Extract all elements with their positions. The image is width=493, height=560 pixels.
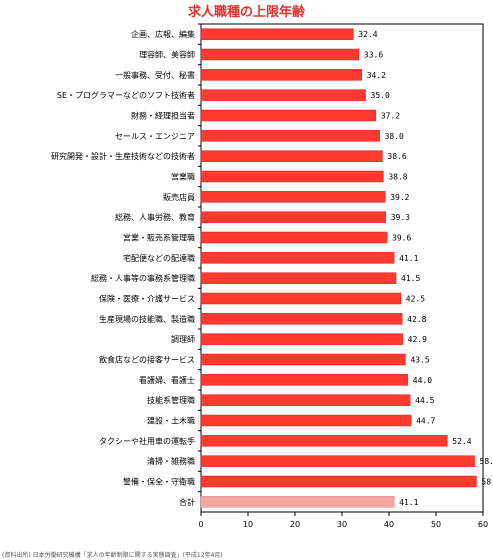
x-tick-label: 0 xyxy=(198,520,203,529)
bar xyxy=(200,414,412,427)
data-label: 41.1 xyxy=(399,498,418,507)
category-label: 清掃・雑務職 xyxy=(147,456,195,466)
bar xyxy=(200,48,360,61)
category-label: セールス・エンジニア xyxy=(115,132,195,141)
bar xyxy=(200,211,386,223)
bar xyxy=(200,435,448,447)
category-label: 営業・販売系管理職 xyxy=(123,233,195,243)
bar xyxy=(200,69,362,81)
data-label: 38.0 xyxy=(385,132,404,141)
category-label: 技能系管理職 xyxy=(147,395,195,405)
data-label: 44.5 xyxy=(415,396,434,405)
category-label: 理容師、美容師 xyxy=(139,50,195,60)
x-tick-label: 40 xyxy=(384,520,394,529)
data-label: 58.6 xyxy=(481,478,493,487)
bar xyxy=(200,150,383,162)
data-label: 44.0 xyxy=(413,376,432,385)
x-tick-label: 20 xyxy=(290,520,300,529)
data-label: 32.4 xyxy=(358,30,377,39)
bar xyxy=(200,170,384,183)
category-label: 看護婦、看護士 xyxy=(139,375,195,385)
data-label: 33.6 xyxy=(364,51,383,60)
data-label: 38.6 xyxy=(387,152,406,161)
category-label: 販売店員 xyxy=(163,192,195,202)
category-label: SE・プログラマーなどのソフト技術者 xyxy=(57,90,195,100)
category-label: 保険・医療・介護サービス xyxy=(99,294,195,304)
bar xyxy=(200,292,401,305)
bar-total xyxy=(200,496,395,508)
category-label: 総務、人事労務、教育 xyxy=(115,212,195,222)
bar xyxy=(200,394,411,406)
chart-title: 求人職種の上限年齢 xyxy=(187,5,305,20)
bar xyxy=(200,231,388,244)
data-label: 42.9 xyxy=(408,335,427,344)
data-label: 38.8 xyxy=(388,173,407,182)
data-label: 41.1 xyxy=(399,254,418,263)
bar xyxy=(200,191,386,203)
x-tick-label: 50 xyxy=(431,520,441,529)
bar xyxy=(200,28,354,40)
data-label: 42.5 xyxy=(406,295,425,304)
data-label: 37.2 xyxy=(381,112,400,121)
data-label: 52.4 xyxy=(452,437,471,446)
category-label: 営業職 xyxy=(171,172,195,182)
data-label: 39.2 xyxy=(390,193,409,202)
bar xyxy=(200,475,477,488)
data-label: 35.0 xyxy=(371,91,390,100)
bar xyxy=(200,353,406,366)
category-label: 警備・保全・守衛職 xyxy=(123,477,195,487)
data-label: 34.2 xyxy=(367,71,386,80)
category-label: 合計 xyxy=(179,497,195,507)
category-label: 建設・土木職 xyxy=(147,416,195,426)
category-label: 飲食店などの接客サービス xyxy=(99,355,195,365)
data-label: 39.3 xyxy=(391,213,410,222)
data-label: 42.8 xyxy=(407,315,426,324)
category-label: 一般事務、受付、秘書 xyxy=(115,70,195,80)
data-label: 41.5 xyxy=(401,274,420,283)
bar xyxy=(200,109,377,122)
category-label: 企画、広報、編集 xyxy=(131,29,195,39)
category-label: 総務・人事等の事務系管理職 xyxy=(91,273,195,283)
data-label: 39.6 xyxy=(392,234,411,243)
category-label: 生産現場の技能職、製造職 xyxy=(99,314,195,324)
x-tick-label: 30 xyxy=(337,520,347,529)
category-label: 研究開発・設計・生産技術などの技術者 xyxy=(51,151,195,161)
data-label: 44.7 xyxy=(416,417,435,426)
category-label: 宅配便などの配達職 xyxy=(123,253,195,263)
bar xyxy=(200,374,409,386)
bar xyxy=(200,130,380,142)
category-label: 調理師 xyxy=(171,334,195,344)
category-label: タクシーや社用車の運転手 xyxy=(99,436,195,446)
bar xyxy=(200,333,403,345)
bar xyxy=(200,313,403,325)
category-label: 財務・経理担当者 xyxy=(131,111,195,121)
x-tick-label: 10 xyxy=(243,520,253,529)
bar xyxy=(200,272,397,284)
data-label: 43.5 xyxy=(410,356,429,365)
source-note: (資料出所) 日本労働研究機構「求人の年齢制限に関する実態調査」(平成12年4月… xyxy=(2,552,223,559)
data-label: 58.2 xyxy=(480,457,493,466)
bar xyxy=(200,455,475,467)
bar xyxy=(200,89,366,101)
bar xyxy=(200,252,395,264)
x-tick-label: 60 xyxy=(478,520,488,529)
